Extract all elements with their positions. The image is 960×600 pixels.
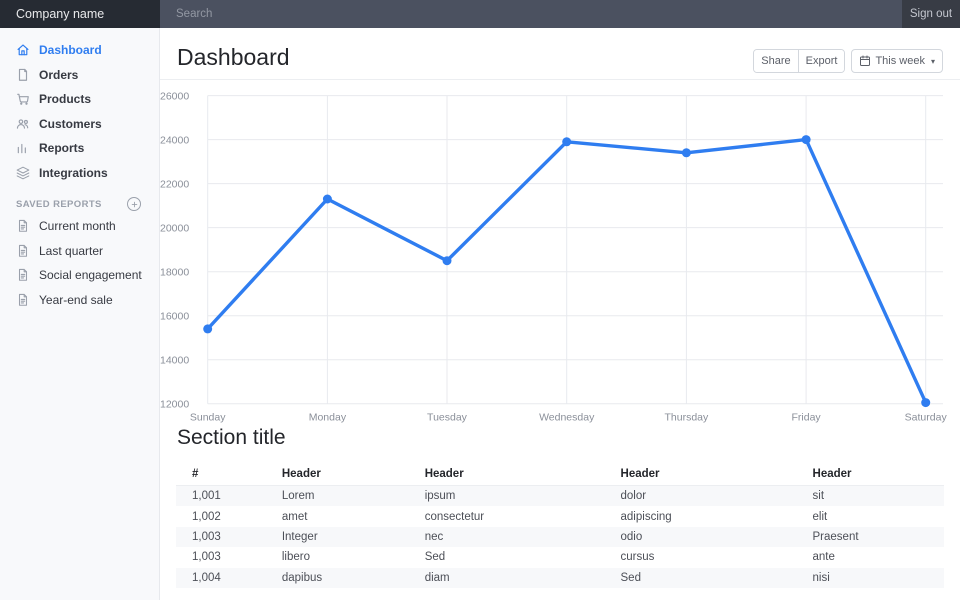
svg-text:18000: 18000 [160,267,189,279]
svg-text:Monday: Monday [309,412,347,424]
svg-text:Friday: Friday [792,412,822,424]
svg-text:Wednesday: Wednesday [539,412,595,424]
svg-text:20000: 20000 [160,223,189,235]
svg-text:Thursday: Thursday [665,412,710,424]
svg-text:16000: 16000 [160,311,189,323]
svg-text:Saturday: Saturday [905,412,948,424]
svg-text:Sunday: Sunday [190,412,226,424]
svg-text:22000: 22000 [160,179,189,191]
svg-text:14000: 14000 [160,355,189,367]
svg-text:24000: 24000 [160,135,189,147]
svg-text:12000: 12000 [160,399,189,411]
svg-text:Tuesday: Tuesday [427,412,468,424]
svg-text:26000: 26000 [160,91,189,103]
